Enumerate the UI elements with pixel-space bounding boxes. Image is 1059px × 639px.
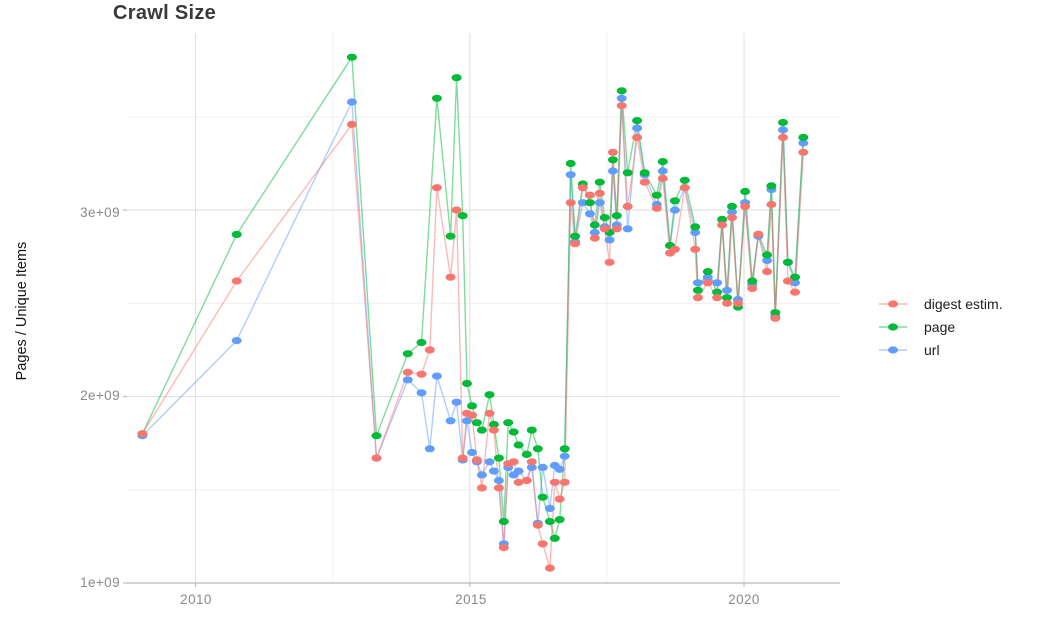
x-tick-2020: 2020 [728,592,760,607]
chart-title: Crawl Size [113,2,217,24]
y-tick-1e09: 1e+09 [80,575,120,590]
legend-label-url: url [924,341,940,358]
x-tick-2015: 2015 [455,592,487,607]
legend-item-url: url [878,338,1003,361]
legend-key-url-icon [879,345,907,354]
legend-key-digest-icon [879,299,907,308]
legend-item-page: page [878,315,1003,338]
legend-label-page: page [924,318,956,335]
legend-item-digest: digest estim. [878,292,1003,315]
legend-label-digest: digest estim. [924,295,1003,312]
x-tick-2010: 2010 [180,592,212,607]
chart-legend: digest estim. page url [878,292,1003,361]
y-tick-2e09: 2e+09 [80,388,120,403]
y-tick-3e09: 3e+09 [80,205,120,220]
legend-key-page-icon [879,322,907,331]
